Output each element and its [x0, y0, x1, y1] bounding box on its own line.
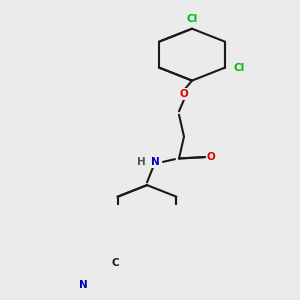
Text: N: N — [79, 280, 87, 290]
Text: Cl: Cl — [233, 63, 244, 73]
Text: H: H — [136, 157, 146, 167]
Text: Cl: Cl — [186, 14, 198, 24]
Text: O: O — [180, 89, 188, 99]
Text: C: C — [111, 258, 119, 268]
Text: O: O — [207, 152, 215, 162]
Text: N: N — [151, 157, 159, 167]
